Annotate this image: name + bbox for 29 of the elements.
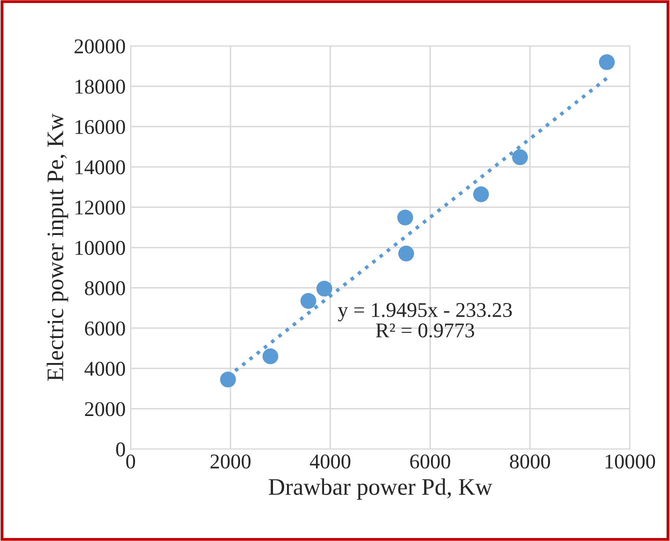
y-tick-label: 4000	[84, 362, 125, 376]
y-axis-title: Electric power input Pe, Kw	[46, 114, 68, 381]
x-tick-label: 0	[126, 454, 136, 469]
y-tick-label: 8000	[84, 281, 125, 296]
y-tick-label: 20000	[74, 39, 125, 54]
y-tick-label: 10000	[76, 240, 125, 255]
point	[220, 372, 236, 388]
point	[397, 210, 414, 226]
point	[598, 54, 615, 70]
point	[316, 280, 332, 297]
point	[473, 186, 489, 202]
y-tick-label: 0	[116, 442, 125, 456]
point	[512, 149, 528, 166]
point	[300, 292, 316, 309]
y-tick-label: 2000	[85, 402, 125, 416]
point	[398, 246, 414, 262]
x-tick-label: 6000	[410, 454, 450, 469]
x-tick-label: 4000	[310, 454, 350, 469]
x-tick-label: 8000	[510, 454, 550, 469]
x-axis-title: Drawbar power Pd, Kw	[268, 478, 492, 500]
x-tick-label: 10000	[606, 454, 656, 469]
y-tick-label: 16000	[76, 120, 125, 134]
y-tick-label: 14000	[76, 160, 125, 174]
point	[262, 348, 278, 364]
x-tick-label: 2000	[210, 454, 251, 469]
y-tick-label: 12000	[76, 200, 125, 215]
annotation: y = 1.9495x - 233.23 R² = 0.9773	[338, 303, 512, 338]
y-tick-label: 6000	[85, 321, 125, 336]
y-tick-label: 18000	[76, 80, 125, 94]
